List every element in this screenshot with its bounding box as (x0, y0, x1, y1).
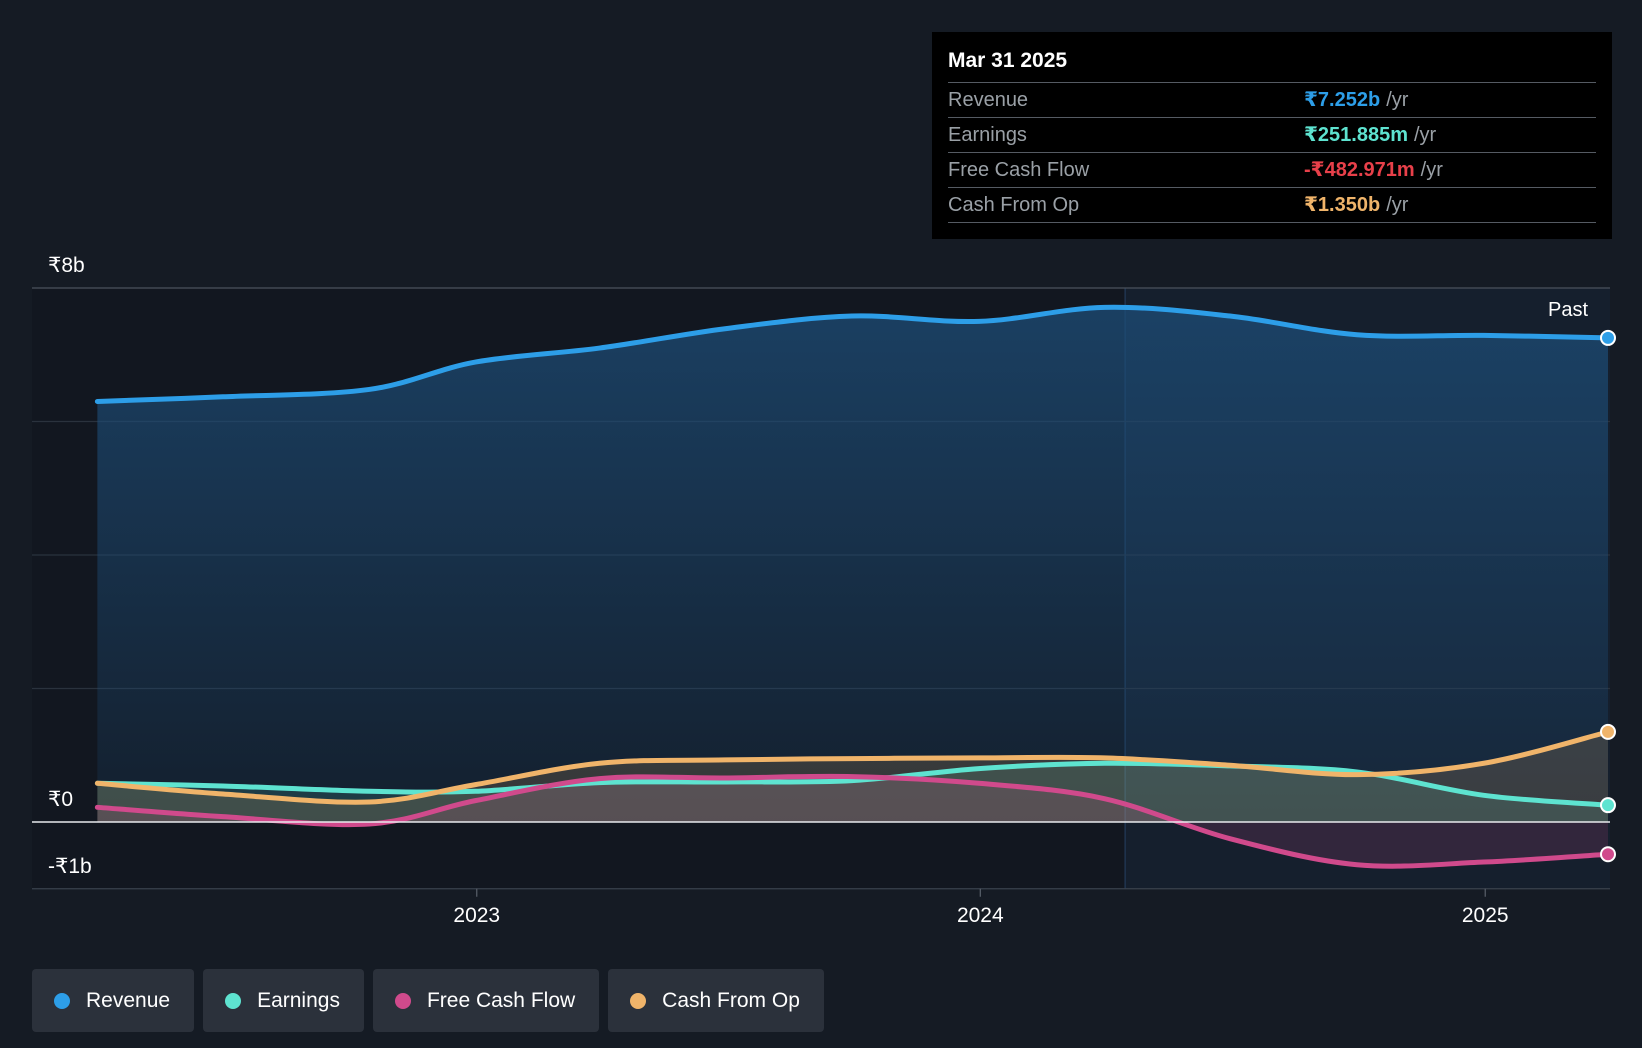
tooltip-value: ₹251.885m (1304, 124, 1408, 146)
tooltip-row-cash-from-op: Cash From Op ₹1.350b /yr (948, 188, 1596, 223)
past-label: Past (1548, 299, 1589, 321)
end-point-revenue (1600, 329, 1616, 346)
tooltip-label: Earnings (948, 124, 1027, 146)
legend-label: Free Cash Flow (426, 988, 576, 1012)
tooltip-value: ₹1.350b (1304, 194, 1381, 216)
tooltip-date: Mar 31 2025 (948, 46, 1596, 83)
legend-label: Earnings (257, 988, 340, 1012)
tooltip-row-earnings: Earnings ₹251.885m /yr (948, 118, 1596, 153)
end-point-cash-from-op (1600, 723, 1616, 740)
tooltip-unit: /yr (1414, 124, 1437, 146)
x-tick-label: 2023 (453, 904, 500, 927)
tooltip: Mar 31 2025 Revenue ₹7.252b /yr Earnings… (932, 32, 1612, 239)
y-tick-label: ₹0 (48, 788, 73, 811)
legend-item-earnings[interactable]: Earnings (203, 969, 364, 1032)
x-tick-label: 2025 (1462, 904, 1509, 927)
line-free-cash-flow (94, 773, 1611, 869)
end-point-free-cash-flow (1600, 846, 1616, 863)
legend-label: Revenue (86, 988, 171, 1012)
legend-label: Cash From Op (662, 988, 800, 1012)
legend-item-cash-from-op[interactable]: Cash From Op (608, 969, 824, 1032)
tooltip-row-revenue: Revenue ₹7.252b /yr (948, 83, 1596, 118)
tooltip-row-free-cash-flow: Free Cash Flow -₹482.971m /yr (948, 153, 1596, 188)
legend-item-free-cash-flow[interactable]: Free Cash Flow (372, 969, 600, 1032)
legend-dot-icon (225, 992, 242, 1009)
line-cash-from-op (94, 729, 1611, 805)
legend-dot-icon (54, 992, 70, 1009)
tooltip-label: Revenue (948, 89, 1029, 111)
end-point-earnings (1600, 797, 1616, 814)
tooltip-label: Cash From Op (948, 194, 1080, 216)
legend-dot-icon (394, 992, 411, 1009)
legend-dot-icon (630, 992, 647, 1009)
area-earnings (97, 763, 1609, 822)
line-earnings (94, 760, 1611, 808)
tooltip-label: Free Cash Flow (948, 159, 1090, 181)
legend: Revenue Earnings Free Cash Flow Cash Fro… (32, 969, 833, 1032)
line-revenue (94, 304, 1611, 404)
legend-item-revenue[interactable]: Revenue (32, 969, 195, 1032)
tooltip-unit: /yr (1386, 194, 1409, 216)
tooltip-value: -₹482.971m (1304, 159, 1415, 181)
y-tick-label: ₹8b (48, 254, 85, 277)
tooltip-unit: /yr (1386, 89, 1409, 111)
x-tick-label: 2024 (957, 904, 1004, 927)
tooltip-value: ₹7.252b (1304, 89, 1381, 111)
tooltip-unit: /yr (1420, 159, 1443, 181)
area-revenue (97, 307, 1609, 822)
y-tick-label: -₹1b (48, 855, 92, 878)
